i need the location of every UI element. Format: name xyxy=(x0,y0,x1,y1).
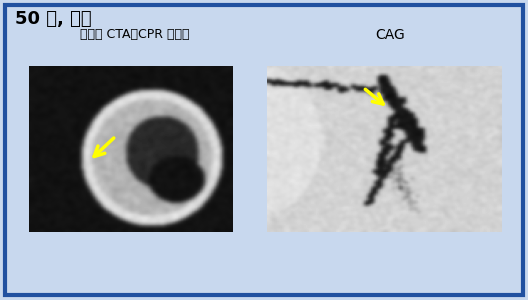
Text: 冠動脈 CTA（CPR 画像）: 冠動脈 CTA（CPR 画像） xyxy=(80,28,190,41)
Text: 50 代, 女性: 50 代, 女性 xyxy=(15,10,92,28)
Text: CAG: CAG xyxy=(375,28,405,42)
Text: さらなる胸痛精査：Ach 負荷試験: さらなる胸痛精査：Ach 負荷試験 xyxy=(335,109,445,119)
Text: あるいは機能的評価を考慮: あるいは機能的評価を考慮 xyxy=(95,109,175,119)
Text: CAD-RADS：4A（70-99%）→CAG: CAD-RADS：4A（70-99%）→CAG xyxy=(52,97,218,107)
Text: LAD に高度狭窄: LAD に高度狭窄 xyxy=(103,85,166,98)
Text: 有意狭窄（-）: 有意狭窄（-） xyxy=(367,97,413,110)
Text: LAD の狭窄病変→血行力学的: LAD の狭窄病変→血行力学的 xyxy=(336,85,444,98)
